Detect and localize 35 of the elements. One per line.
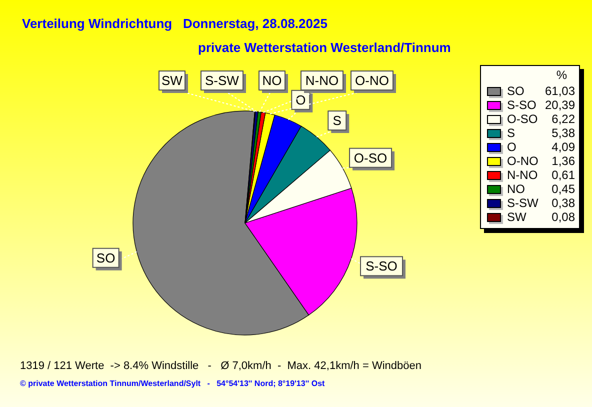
legend-label: SW — [507, 210, 528, 224]
slice-label: S — [332, 113, 342, 128]
data-label: 6,22 — [552, 112, 575, 126]
data-label: 1,36 — [552, 154, 575, 168]
data-label: 0,61 — [552, 168, 575, 182]
legend-title: % — [555, 68, 568, 84]
legend-label: SO — [507, 84, 526, 98]
data-label: 0,08 — [552, 210, 575, 224]
data-label: 4,09 — [552, 140, 575, 154]
chart-title: Verteilung Windrichtung Donnerstag, 28.08.2025 — [22, 16, 328, 31]
legend-label: S-SO — [507, 98, 538, 112]
text: 1319 / 121 Werte -> 8.4% Windstille - Ø 7,0km/h - Max. 42,1km/h = Windböen — [20, 360, 422, 372]
slice-label: S-SO — [366, 258, 398, 274]
data-label: 0,38 — [552, 196, 575, 210]
slice-label: SO — [96, 250, 116, 266]
legend-label: S — [507, 126, 516, 140]
slice-label: N-NO — [305, 73, 339, 88]
legend-label: S-SW — [507, 196, 540, 210]
data-label: 61,03 — [544, 84, 575, 98]
legend-label: O — [507, 140, 518, 154]
legend-label: NO — [507, 182, 526, 196]
slice-label: NO — [262, 73, 282, 88]
slice-label: O — [296, 92, 306, 108]
slice-label: S-SW — [205, 73, 240, 88]
chart-subtitle: private Wetterstation Westerland/Tinnum — [198, 40, 451, 55]
legend-label: O-NO — [507, 154, 540, 168]
legend-label: N-NO — [507, 168, 539, 182]
data-label: 0,45 — [552, 182, 575, 196]
slice-label: O-NO — [355, 73, 389, 88]
data-label: 20,39 — [544, 98, 575, 112]
legend-label: O-SO — [507, 112, 539, 126]
slice-label: O-SO — [354, 150, 388, 166]
data-label: 5,38 — [552, 126, 575, 140]
text: © private Wetterstation Tinnum/Westerland/Sylt - 54°54'13'' Nord; 8°19'13'' Ost — [20, 379, 325, 388]
slice-label: SW — [162, 73, 184, 88]
